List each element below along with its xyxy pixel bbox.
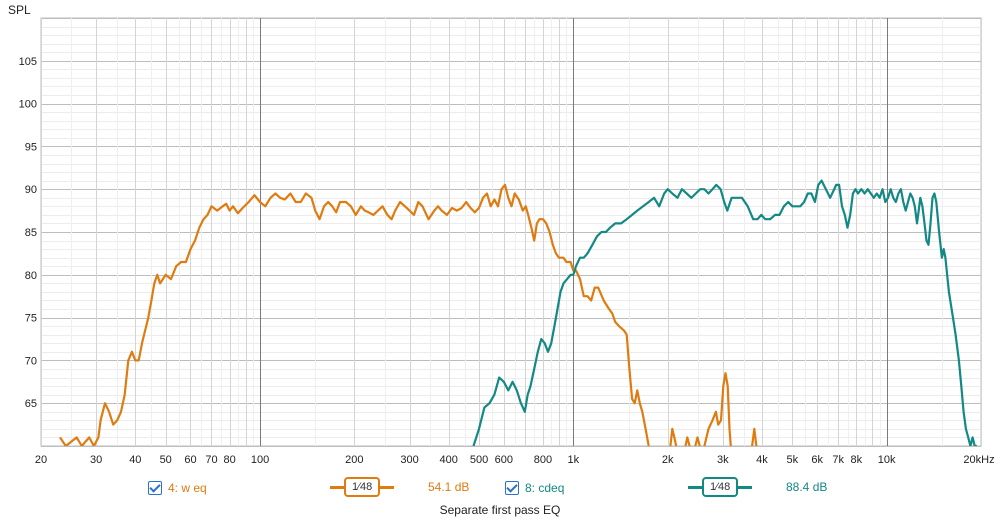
smoothing-label-cdeq: 1⁄48 [702, 477, 739, 497]
legend-item-w-eq[interactable]: 4: w eq [148, 478, 207, 498]
x-tick-label: 7k [832, 454, 844, 466]
x-tick-label: 20kHz [963, 454, 994, 466]
x-tick-label: 500 [470, 454, 488, 466]
series-line-8-cdeq [472, 179, 977, 446]
x-tick-label: 30 [90, 454, 102, 466]
x-tick-label: 1k [568, 454, 580, 466]
checkbox-cdeq[interactable] [505, 481, 519, 495]
x-tick-label: 50 [160, 454, 172, 466]
y-axis-label: SPL [8, 3, 31, 17]
x-tick-label: 5k [787, 454, 799, 466]
y-tick-label: 80 [25, 270, 37, 282]
legend-item-cdeq[interactable]: 8: cdeq [505, 478, 564, 498]
y-tick-label: 75 [25, 313, 37, 325]
series-segment-4-w-eq-2 [694, 436, 701, 446]
series-line-4-w-eq [59, 183, 650, 446]
series-lines [59, 179, 977, 446]
legend-value-w-eq: 54.1 dB [428, 480, 470, 494]
x-tick-label: 2k [662, 454, 674, 466]
smoothing-badge-w-eq[interactable]: 1⁄48 [330, 477, 395, 497]
legend-line-w-eq-right [380, 485, 395, 489]
smoothing-badge-cdeq[interactable]: 1⁄48 [688, 477, 753, 497]
y-tick-label: 100 [19, 99, 37, 111]
x-tick-label: 200 [345, 454, 363, 466]
legend-line-cdeq-right [738, 485, 753, 489]
x-tick-labels: 20 30 40 50 60 70 80 100 200 300 400 500 600 800 1k 2k 3… [35, 454, 995, 466]
x-tick-label: 300 [400, 454, 418, 466]
y-tick-label: 105 [19, 56, 37, 68]
smoothing-label-w-eq: 1⁄48 [344, 477, 381, 497]
x-tick-label: 100 [251, 454, 269, 466]
x-tick-label: 20 [35, 454, 47, 466]
y-tick-label: 70 [25, 355, 37, 367]
y-tick-label: 85 [25, 227, 37, 239]
series-segment-4-w-eq-3 [703, 372, 732, 446]
y-tick-labels: 65 70 75 80 85 90 95 100 105 [19, 56, 37, 410]
y-tick-label: 90 [25, 184, 37, 196]
x-tick-label: 80 [224, 454, 236, 466]
x-tick-label: 40 [129, 454, 141, 466]
legend-value-cdeq: 88.4 dB [786, 480, 828, 494]
x-tick-label: 600 [495, 454, 513, 466]
x-tick-label: 800 [534, 454, 552, 466]
series-segment-4-w-eq-1 [684, 436, 691, 446]
grid [40, 17, 982, 447]
y-tick-label: 95 [25, 141, 37, 153]
x-tick-label: 8k [850, 454, 862, 466]
x-tick-label: 400 [439, 454, 457, 466]
legend-label-cdeq: 8: cdeq [525, 481, 565, 495]
series-segment-4-w-eq-0 [669, 427, 678, 446]
x-tick-label: 6k [811, 454, 823, 466]
y-tick-label: 65 [25, 398, 37, 410]
x-tick-label: 60 [184, 454, 196, 466]
series-segment-4-w-eq-4 [751, 427, 758, 446]
chart-footer-title: Separate first pass EQ [439, 503, 561, 517]
legend-line-cdeq [688, 485, 702, 489]
checkbox-w-eq[interactable] [148, 481, 162, 495]
x-tick-label: 3k [717, 454, 729, 466]
x-tick-label: 10k [878, 454, 896, 466]
legend-label-w-eq: 4: w eq [168, 481, 207, 495]
x-tick-label: 4k [756, 454, 768, 466]
legend-line-w-eq [330, 485, 344, 489]
x-tick-label: 70 [205, 454, 217, 466]
